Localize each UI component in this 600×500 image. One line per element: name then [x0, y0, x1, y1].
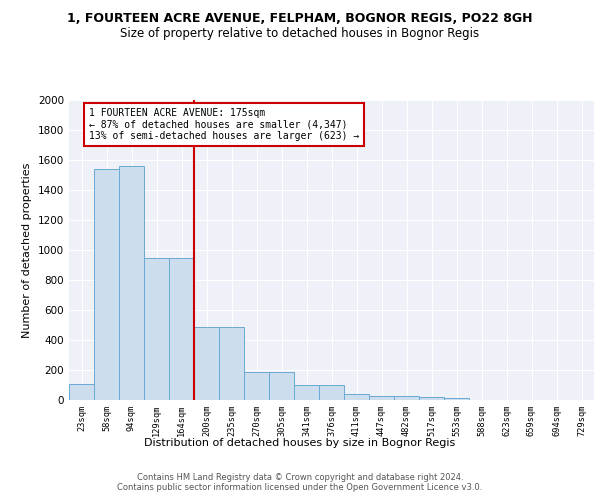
Bar: [244, 372, 269, 400]
Y-axis label: Number of detached properties: Number of detached properties: [22, 162, 32, 338]
Bar: [444, 398, 469, 400]
Bar: [319, 385, 344, 400]
Bar: [94, 169, 119, 400]
Text: 1, FOURTEEN ACRE AVENUE, FELPHAM, BOGNOR REGIS, PO22 8GH: 1, FOURTEEN ACRE AVENUE, FELPHAM, BOGNOR…: [67, 12, 533, 26]
Bar: [119, 166, 144, 400]
Bar: [344, 394, 369, 400]
Bar: [69, 384, 94, 400]
Bar: [294, 385, 319, 400]
Bar: [269, 372, 294, 400]
Text: Contains HM Land Registry data © Crown copyright and database right 2024.
Contai: Contains HM Land Registry data © Crown c…: [118, 472, 482, 492]
Bar: [194, 326, 219, 400]
Text: 1 FOURTEEN ACRE AVENUE: 175sqm
← 87% of detached houses are smaller (4,347)
13% : 1 FOURTEEN ACRE AVENUE: 175sqm ← 87% of …: [89, 108, 359, 140]
Bar: [144, 258, 169, 400]
Bar: [369, 396, 394, 400]
Bar: [219, 326, 244, 400]
Bar: [169, 258, 194, 400]
Text: Distribution of detached houses by size in Bognor Regis: Distribution of detached houses by size …: [145, 438, 455, 448]
Bar: [419, 397, 444, 400]
Text: Size of property relative to detached houses in Bognor Regis: Size of property relative to detached ho…: [121, 28, 479, 40]
Bar: [394, 396, 419, 400]
